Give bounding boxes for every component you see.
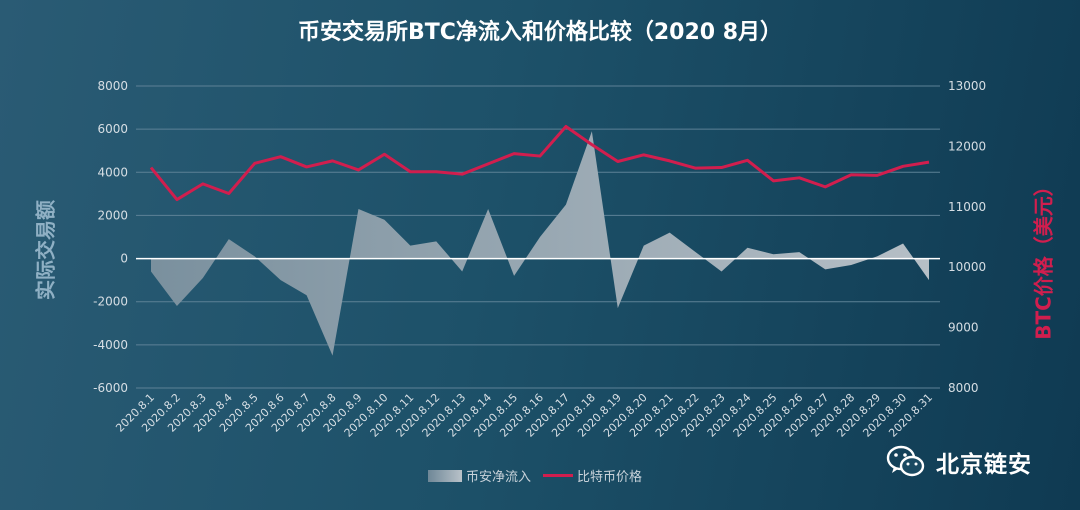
- left-tick-label: -4000: [93, 338, 128, 352]
- watermark-text: 北京链安: [936, 452, 1032, 478]
- left-tick-label: 2000: [97, 208, 128, 222]
- right-tick-label: 12000: [948, 139, 986, 153]
- left-tick-label: 4000: [97, 165, 128, 179]
- gridlines: [136, 85, 940, 389]
- inflow-area: [151, 131, 929, 356]
- legend: 币安净流入 比特币价格: [428, 466, 642, 485]
- left-tick-label: 6000: [97, 122, 128, 136]
- price-line-series: [149, 124, 930, 202]
- legend-label-price: 比特币价格: [577, 470, 643, 485]
- right-tick-label: 8000: [948, 381, 979, 395]
- inflow-area-series: [151, 131, 929, 356]
- legend-swatch-inflow: [428, 469, 462, 482]
- wechat-icon: [886, 445, 925, 477]
- right-tick-label: 11000: [948, 200, 986, 214]
- left-tick-label: 0: [120, 252, 128, 266]
- watermark: 北京链安: [886, 444, 1032, 480]
- left-tick-label: 8000: [97, 79, 128, 93]
- left-tick-label: -6000: [93, 381, 128, 395]
- right-tick-label: 10000: [948, 260, 986, 274]
- right-tick-label: 9000: [948, 321, 979, 335]
- right-axis-ticks: 8000 9000 10000 11000 12000 13000: [948, 79, 986, 395]
- right-tick-label: 13000: [948, 79, 986, 93]
- legend-swatch-price: [543, 474, 574, 477]
- left-axis-ticks: -6000 -4000 -2000 0 2000 4000 6000 8000: [93, 79, 128, 395]
- x-axis-ticks: 2020.8.12020.8.22020.8.32020.8.42020.8.5…: [113, 391, 935, 440]
- chart-title: 币安交易所BTC净流入和价格比较（2020 8月）: [297, 20, 783, 45]
- legend-label-inflow: 币安净流入: [466, 470, 532, 485]
- left-tick-label: -2000: [93, 295, 128, 309]
- price-line: [149, 124, 930, 202]
